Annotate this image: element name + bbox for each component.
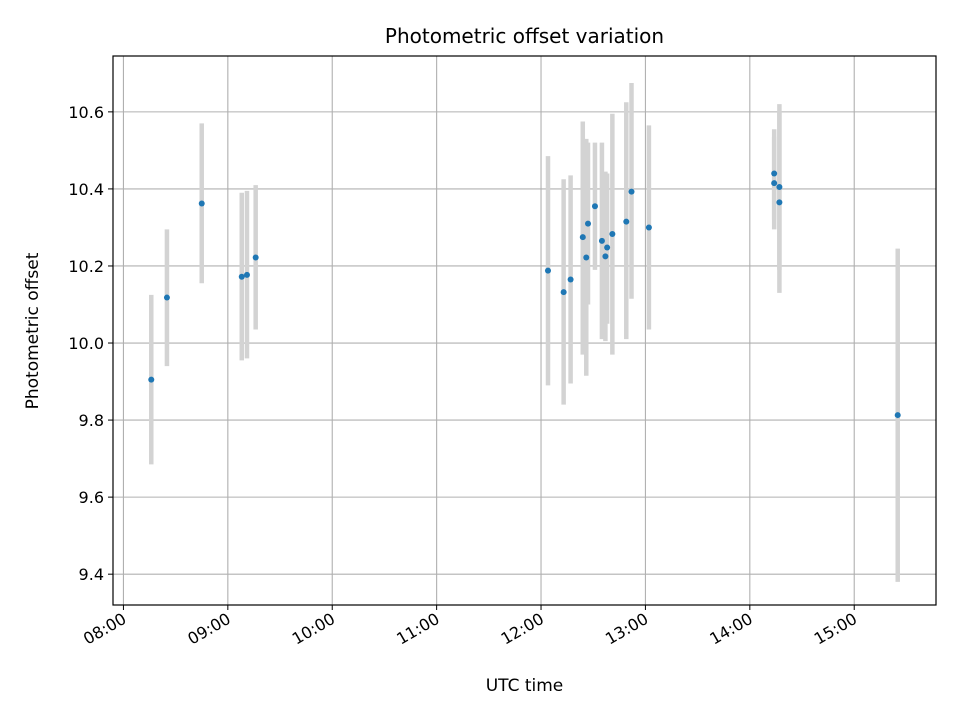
data-point — [583, 254, 590, 261]
data-point — [645, 224, 652, 231]
y-axis-ticks: 9.4 9.6 9.8 10.0 10.2 10.4 10.6 — [68, 103, 113, 584]
data-point — [776, 199, 783, 206]
grid-lines — [113, 56, 936, 605]
y-axis-label: Photometric offset — [23, 252, 43, 409]
data-point — [771, 170, 778, 177]
plot-frame — [112, 55, 937, 606]
y-tick-label: 10.6 — [68, 103, 104, 122]
data-point — [560, 289, 567, 296]
data-point — [894, 412, 901, 419]
data-point — [198, 200, 205, 207]
data-point — [163, 294, 170, 301]
data-point — [604, 244, 611, 251]
data-point — [776, 183, 783, 190]
chart-title: Photometric offset variation — [385, 24, 664, 48]
y-tick-label: 10.0 — [68, 334, 104, 353]
data-point — [238, 273, 245, 280]
data-point — [628, 188, 635, 195]
data-point — [585, 220, 592, 227]
data-point — [243, 271, 250, 278]
y-tick-label: 10.2 — [68, 257, 104, 276]
data-point — [598, 237, 605, 244]
data-point — [252, 254, 259, 261]
y-tick-label: 10.4 — [68, 180, 104, 199]
data-point — [609, 230, 616, 237]
data-point — [148, 376, 155, 383]
y-tick-label: 9.8 — [79, 411, 104, 430]
data-point — [771, 180, 778, 187]
data-point — [602, 253, 609, 260]
data-point — [623, 218, 630, 225]
x-axis-label: UTC time — [486, 676, 564, 696]
data-point — [579, 234, 586, 241]
data-points — [148, 170, 901, 419]
data-point — [591, 203, 598, 210]
y-tick-label: 9.6 — [79, 488, 104, 507]
data-point — [544, 267, 551, 274]
y-tick-label: 9.4 — [79, 565, 104, 584]
data-point — [567, 276, 574, 283]
